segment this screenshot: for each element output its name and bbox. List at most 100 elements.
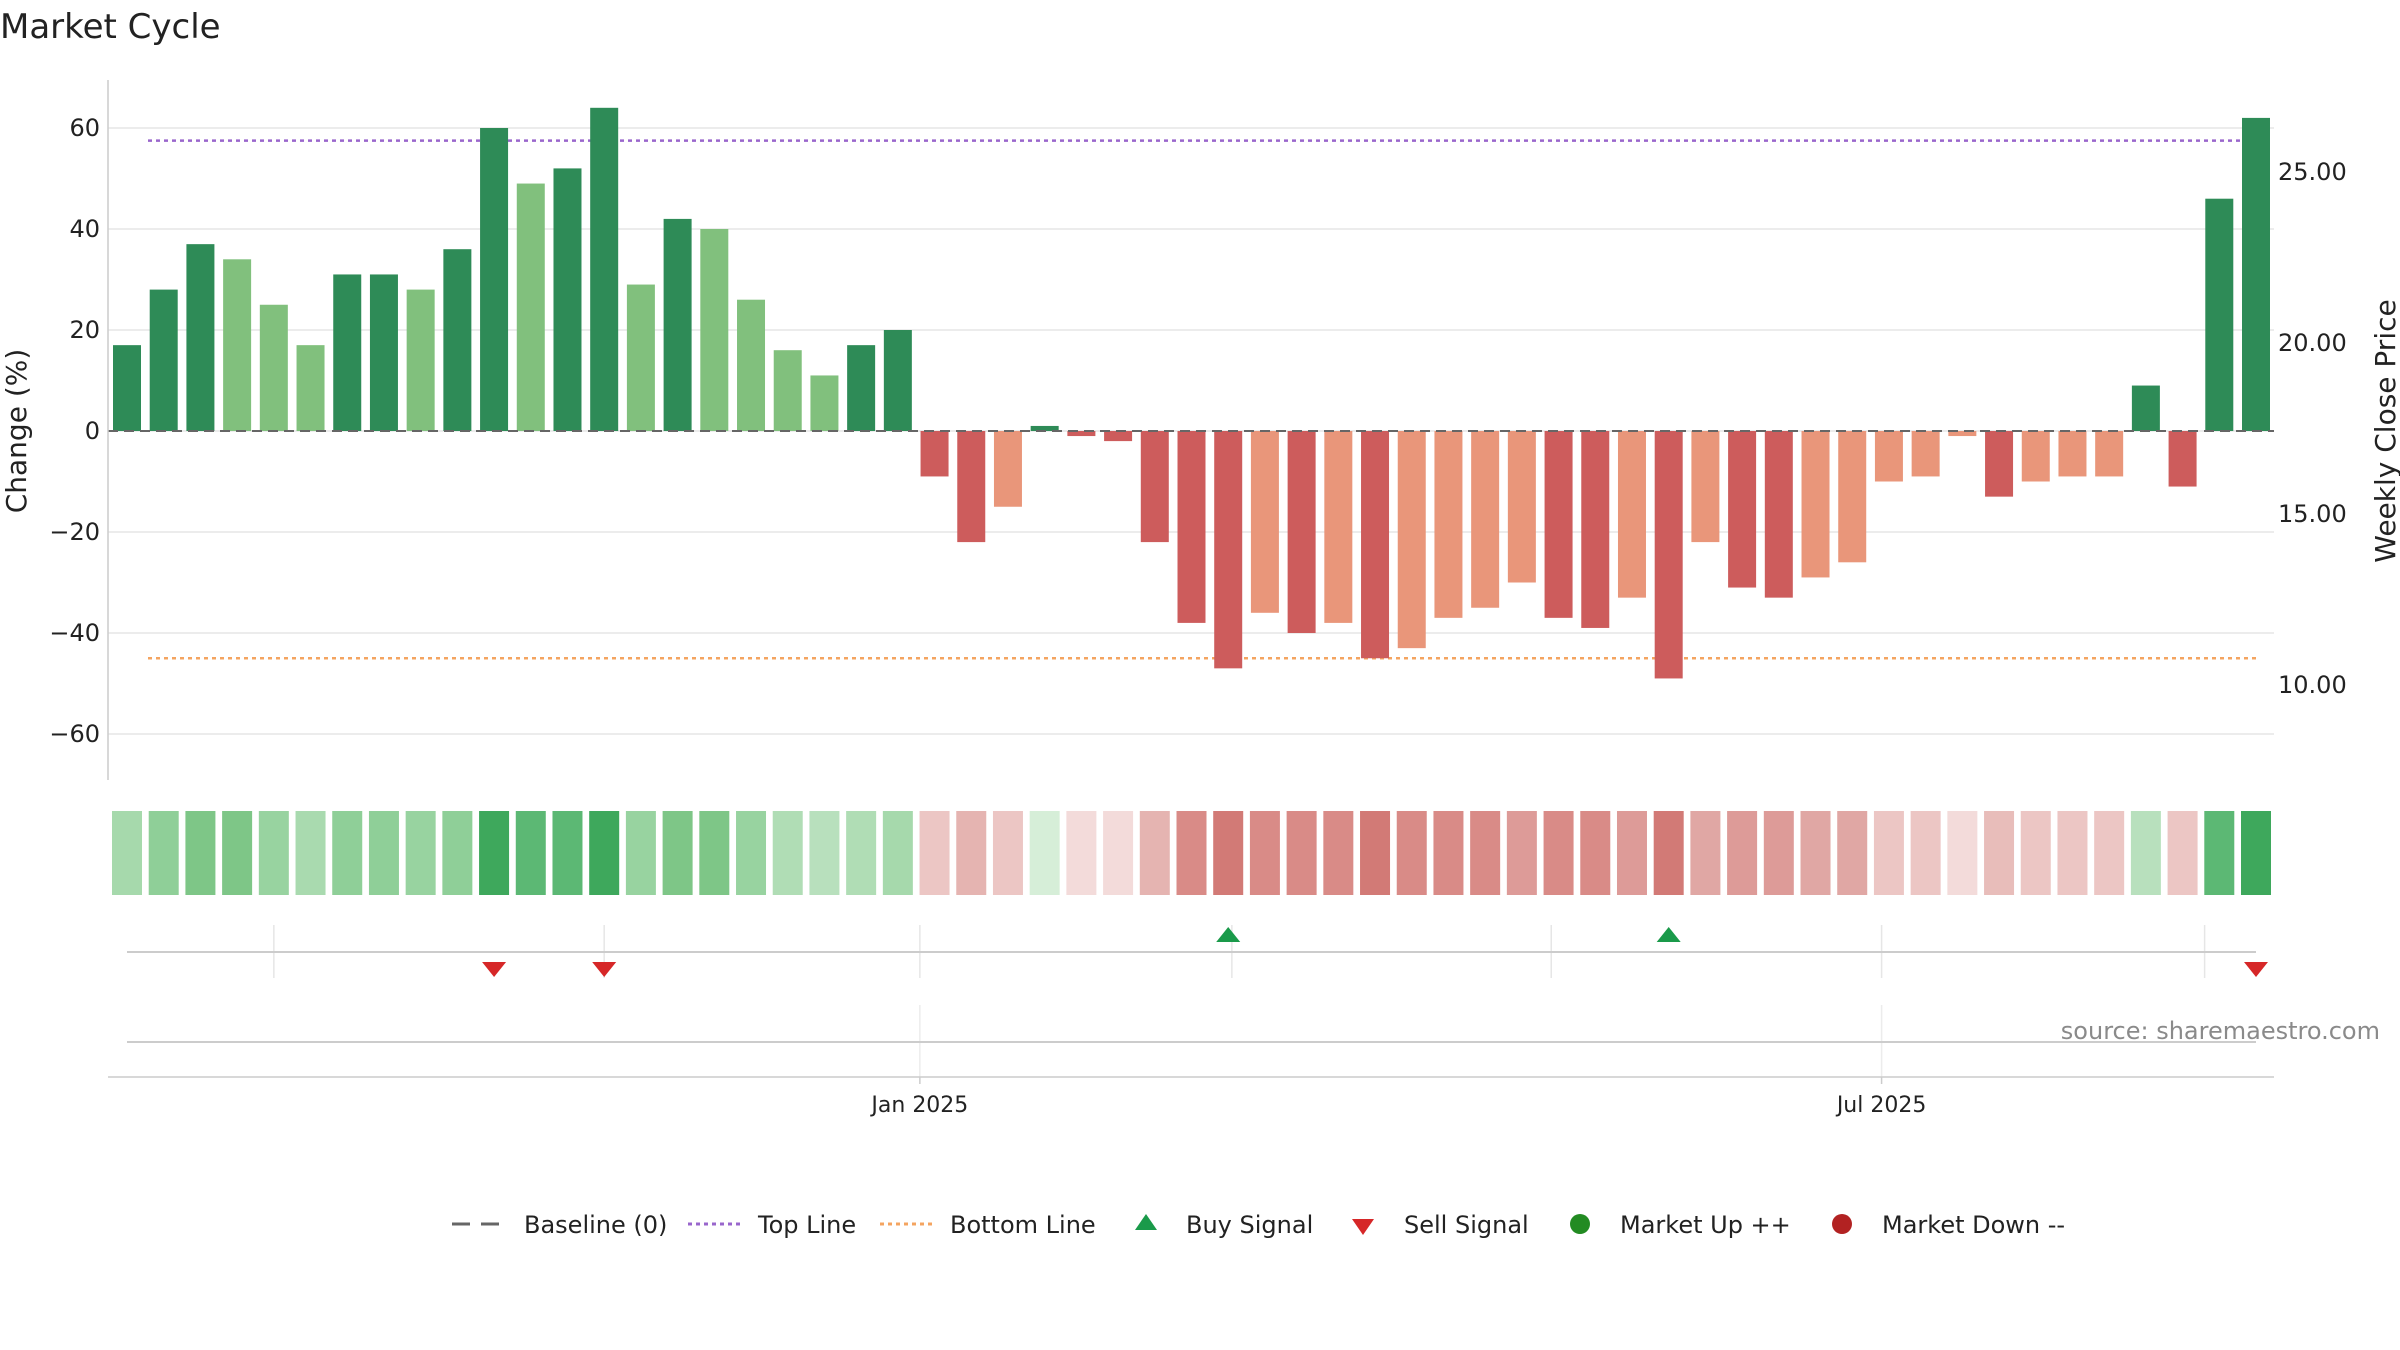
y-tick-label: 60 <box>69 114 100 142</box>
bar <box>1874 431 1903 482</box>
bar <box>810 375 839 431</box>
heat-cell <box>736 811 767 895</box>
bar <box>957 431 986 543</box>
heat-cell <box>1800 811 1831 895</box>
heat-cell <box>1837 811 1868 895</box>
heat-cell <box>479 811 510 895</box>
buy-signal-marker <box>1656 927 1681 942</box>
sell-signal-marker <box>482 962 507 977</box>
heat-cell <box>625 811 656 895</box>
bar <box>480 128 509 431</box>
bar <box>2242 117 2270 432</box>
y-axis-title: Change (%) <box>0 349 33 514</box>
chart-title: Market Cycle <box>0 7 221 47</box>
bar <box>1801 431 1830 578</box>
heat-cell <box>1103 811 1134 895</box>
legend-item-top-line: Top Line <box>688 1211 856 1239</box>
heat-cell <box>1727 811 1758 895</box>
bar <box>883 330 912 431</box>
heat-cell <box>258 811 289 895</box>
heat-cell <box>2094 811 2125 895</box>
bar <box>920 431 949 477</box>
legend-market-down-label: Market Down -- <box>1882 1211 2065 1239</box>
legend-baseline-label: Baseline (0) <box>524 1211 667 1239</box>
y-tick-label: 0 <box>85 417 100 445</box>
bar <box>993 431 1022 507</box>
legend-item-buy-signal: Buy Signal <box>1135 1211 1313 1239</box>
heat-cell <box>1396 811 1427 895</box>
heat-cell <box>222 811 253 895</box>
bar <box>1030 425 1059 431</box>
bar <box>1177 431 1206 623</box>
heat-cell <box>1360 811 1391 895</box>
bar <box>1691 431 1720 543</box>
bar <box>626 284 655 431</box>
date-axis-labels: Jan 2025 Jul 2025 <box>869 1077 1926 1118</box>
y2-tick-label: 15.00 <box>2278 500 2347 528</box>
bar <box>333 274 362 431</box>
bar <box>1250 431 1279 613</box>
bar <box>223 259 252 431</box>
y2-tick-label: 20.00 <box>2278 329 2347 357</box>
legend: Baseline (0) Top Line Bottom Line Buy Si… <box>452 1211 2065 1239</box>
bar <box>1507 431 1536 583</box>
buy-signal-icon <box>1135 1214 1157 1230</box>
bar <box>700 229 729 431</box>
bar <box>1764 431 1793 598</box>
bar <box>186 244 215 431</box>
y2-tick-label: 25.00 <box>2278 158 2347 186</box>
heat-cell <box>1286 811 1317 895</box>
buy-signal-marker <box>1216 927 1241 942</box>
heat-strip <box>112 811 2271 895</box>
heat-cell <box>1323 811 1354 895</box>
heat-cell <box>2020 811 2051 895</box>
legend-item-sell-signal: Sell Signal <box>1352 1211 1529 1239</box>
legend-item-baseline: Baseline (0) <box>452 1211 667 1239</box>
heat-cell <box>2204 811 2235 895</box>
heat-cell <box>185 811 216 895</box>
y-tick-labels: 60 40 20 0 −20 −40 −60 <box>49 114 100 748</box>
heat-cell <box>589 811 620 895</box>
bar <box>1985 431 2014 497</box>
heat-cell <box>1690 811 1721 895</box>
bar <box>369 274 398 431</box>
bar <box>2168 431 2197 487</box>
heat-cell <box>1176 811 1207 895</box>
legend-item-market-up: Market Up ++ <box>1570 1211 1791 1239</box>
bar <box>1838 431 1867 563</box>
bars-group <box>108 107 2274 679</box>
heat-cell <box>1066 811 1097 895</box>
heat-cell <box>1543 811 1574 895</box>
heat-cell <box>1873 811 1904 895</box>
y2-tick-labels: 25.00 20.00 15.00 10.00 <box>2278 158 2347 699</box>
y2-tick-label: 10.00 <box>2278 671 2347 699</box>
bar <box>443 249 472 431</box>
heat-cell <box>2057 811 2088 895</box>
bar <box>1067 431 1096 437</box>
heat-cell <box>332 811 363 895</box>
heat-cell <box>295 811 326 895</box>
bar <box>737 299 766 431</box>
heat-cell <box>2167 811 2198 895</box>
legend-bottom-line-label: Bottom Line <box>950 1211 1096 1239</box>
heat-cell <box>1139 811 1170 895</box>
bar <box>2131 385 2160 431</box>
bar <box>1471 431 1500 608</box>
source-label: source: sharemaestro.com <box>2061 1017 2380 1045</box>
bar <box>1654 431 1683 679</box>
heat-cell <box>368 811 399 895</box>
sell-signal-icon <box>1352 1219 1374 1235</box>
bar <box>1361 431 1390 659</box>
heat-cell <box>112 811 142 895</box>
heat-cell <box>1653 811 1684 895</box>
heat-cell <box>1213 811 1244 895</box>
market-up-icon <box>1570 1214 1590 1234</box>
heat-cell <box>515 811 546 895</box>
bar <box>553 168 582 431</box>
heat-cell <box>1984 811 2015 895</box>
y-tick-label: −40 <box>49 619 100 647</box>
bar <box>259 304 288 431</box>
heat-cell <box>442 811 473 895</box>
bar <box>1948 431 1977 437</box>
legend-item-market-down: Market Down -- <box>1832 1211 2065 1239</box>
